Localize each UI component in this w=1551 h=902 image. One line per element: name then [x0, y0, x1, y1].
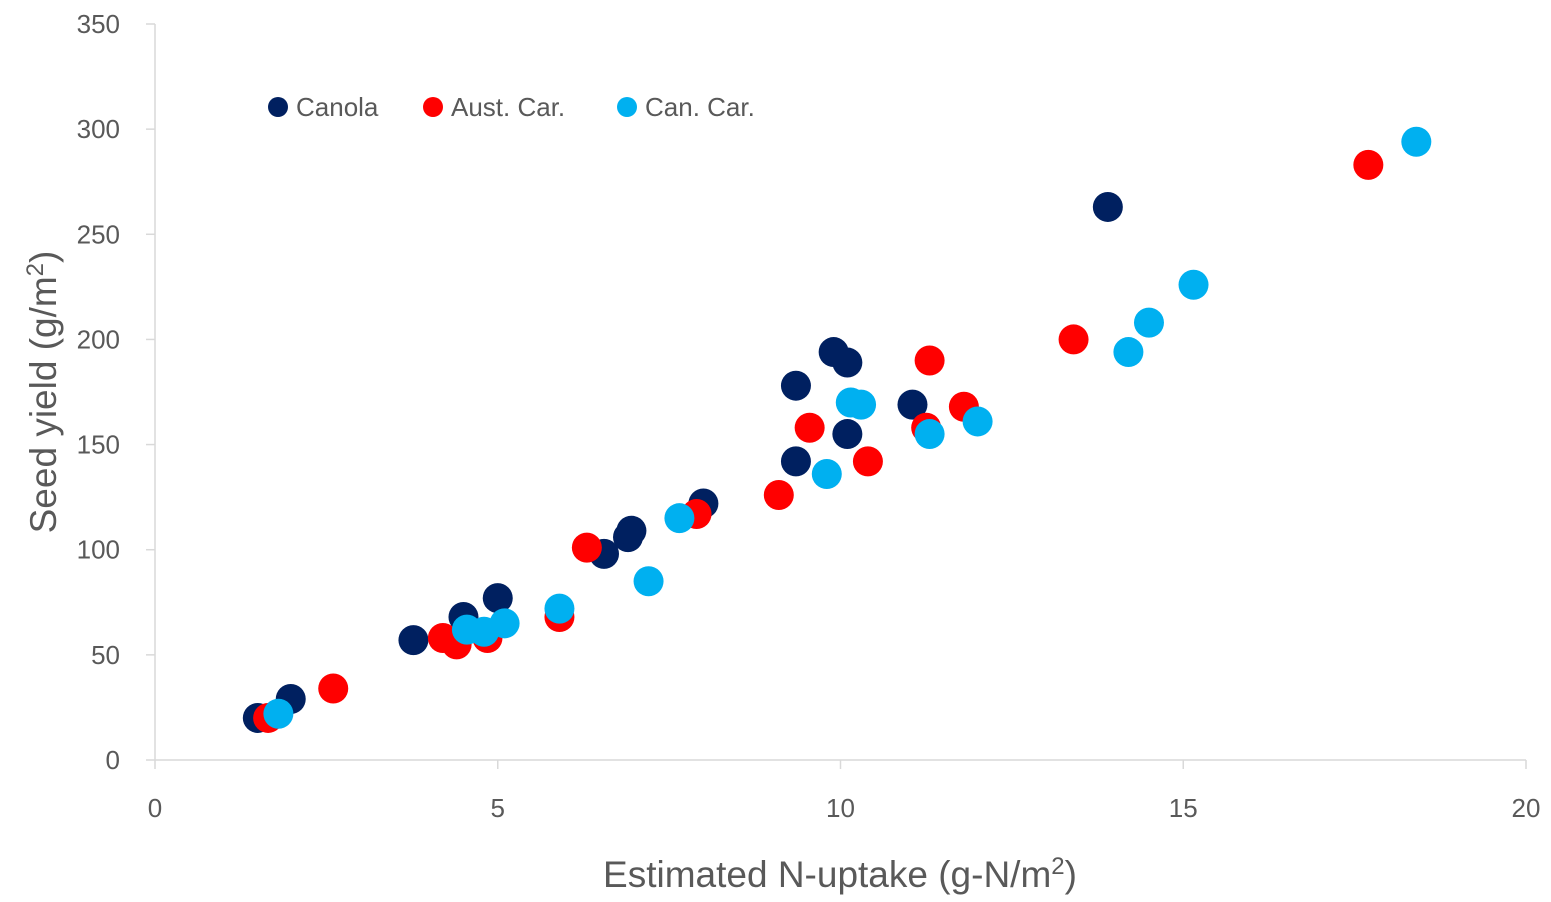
y-tick-label: 250 [77, 219, 120, 249]
series-can-car [263, 126, 1432, 729]
data-point [852, 446, 883, 477]
legend-label: Aust. Car. [451, 92, 565, 122]
data-point [846, 389, 877, 420]
series-canola [242, 191, 1123, 733]
legend-marker [423, 97, 443, 117]
legend: Canola Aust. Car. Can. Car. [268, 92, 755, 122]
data-point [832, 419, 863, 450]
data-point [482, 583, 513, 614]
y-axis-title: Seed yield (g/m2) [22, 251, 65, 534]
x-tick-label: 10 [826, 793, 855, 823]
y-tick-label: 300 [77, 114, 120, 144]
data-point [794, 412, 825, 443]
data-point [571, 532, 602, 563]
data-point [780, 446, 811, 477]
data-point [780, 370, 811, 401]
data-point [1113, 337, 1144, 368]
data-point [633, 566, 664, 597]
data-point [1178, 269, 1209, 300]
axes: 0 50 100 150 200 250 300 350 0 5 10 15 20 [77, 9, 1541, 823]
data-point [962, 406, 993, 437]
data-point [832, 347, 863, 378]
data-point [1058, 324, 1089, 355]
legend-label: Canola [296, 92, 379, 122]
data-point [914, 419, 945, 450]
data-point [263, 698, 294, 729]
x-axis-title: Estimated N-uptake (g-N/m2) [603, 853, 1077, 896]
data-point [914, 345, 945, 376]
x-tick-label: 5 [491, 793, 505, 823]
data-point [763, 480, 794, 511]
data-point [1353, 149, 1384, 180]
legend-marker [617, 97, 637, 117]
data-point [1092, 191, 1123, 222]
y-tick-label: 150 [77, 430, 120, 460]
y-tick-label: 50 [91, 640, 120, 670]
y-axis-ticks: 0 50 100 150 200 250 300 350 [77, 9, 155, 775]
legend-label: Can. Car. [645, 92, 755, 122]
legend-marker [268, 97, 288, 117]
data-point [318, 673, 349, 704]
data-point [489, 608, 520, 639]
data-point [897, 389, 928, 420]
y-tick-label: 350 [77, 9, 120, 39]
data-point [616, 515, 647, 546]
data-point [1133, 307, 1164, 338]
y-tick-label: 200 [77, 324, 120, 354]
data-point [1401, 126, 1432, 157]
x-axis-ticks: 0 5 10 15 20 [148, 760, 1541, 823]
x-tick-label: 20 [1512, 793, 1541, 823]
x-tick-label: 0 [148, 793, 162, 823]
data-point [398, 625, 429, 656]
y-tick-label: 100 [77, 535, 120, 565]
x-tick-label: 15 [1169, 793, 1198, 823]
data-point [811, 459, 842, 490]
data-point [664, 503, 695, 534]
data-point [544, 593, 575, 624]
y-tick-label: 0 [106, 745, 120, 775]
data-points [242, 126, 1432, 733]
